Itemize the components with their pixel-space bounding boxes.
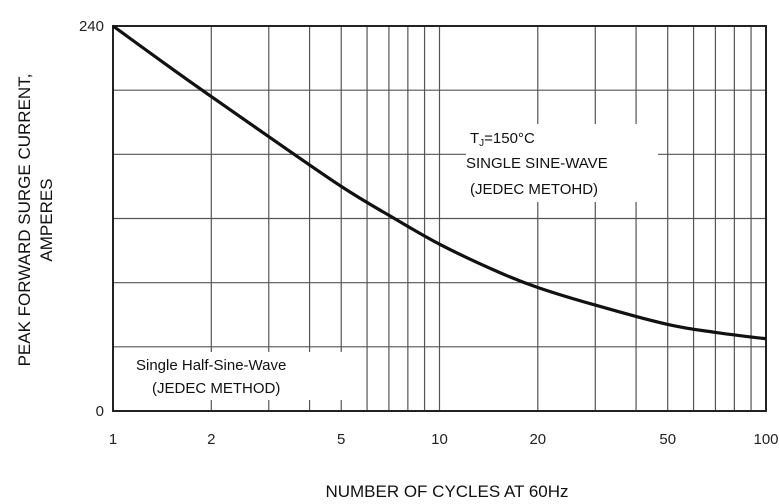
surge-current-curve bbox=[112, 24, 767, 341]
y-tick-label: 0 bbox=[96, 403, 104, 420]
y-axis-title-line-2: AMPERES bbox=[37, 178, 56, 261]
condition-line-2: SINGLE SINE-WAVE bbox=[466, 155, 608, 172]
condition-line-3: (JEDEC METOHD) bbox=[470, 181, 598, 198]
x-tick-label: 2 bbox=[207, 431, 215, 448]
method-line-2: (JEDEC METHOD) bbox=[152, 380, 280, 397]
condition-annotation: TJ=150°C SINGLE SINE-WAVE (JEDEC METOHD) bbox=[466, 124, 658, 202]
x-tick-label: 20 bbox=[529, 431, 546, 448]
method-line-1: Single Half-Sine-Wave bbox=[136, 357, 286, 374]
x-tick-label: 10 bbox=[431, 431, 448, 448]
plot-frame bbox=[112, 25, 767, 412]
axis-ticks: 1 2 5 10 20 50 100 240 0 bbox=[79, 18, 779, 448]
x-tick-label: 1 bbox=[109, 431, 117, 448]
method-annotation: Single Half-Sine-Wave (JEDEC METHOD) bbox=[131, 352, 357, 400]
grid-lines bbox=[113, 26, 766, 411]
condition-line-1: TJ=150°C bbox=[470, 130, 535, 149]
y-axis-title-line-1: PEAK FORWARD SURGE CURRENT, bbox=[15, 74, 34, 367]
y-tick-label: 240 bbox=[79, 18, 104, 35]
x-tick-label: 100 bbox=[753, 431, 778, 448]
x-tick-label: 50 bbox=[659, 431, 676, 448]
x-axis-title: NUMBER OF CYCLES AT 60Hz bbox=[325, 482, 568, 501]
x-tick-label: 5 bbox=[337, 431, 345, 448]
